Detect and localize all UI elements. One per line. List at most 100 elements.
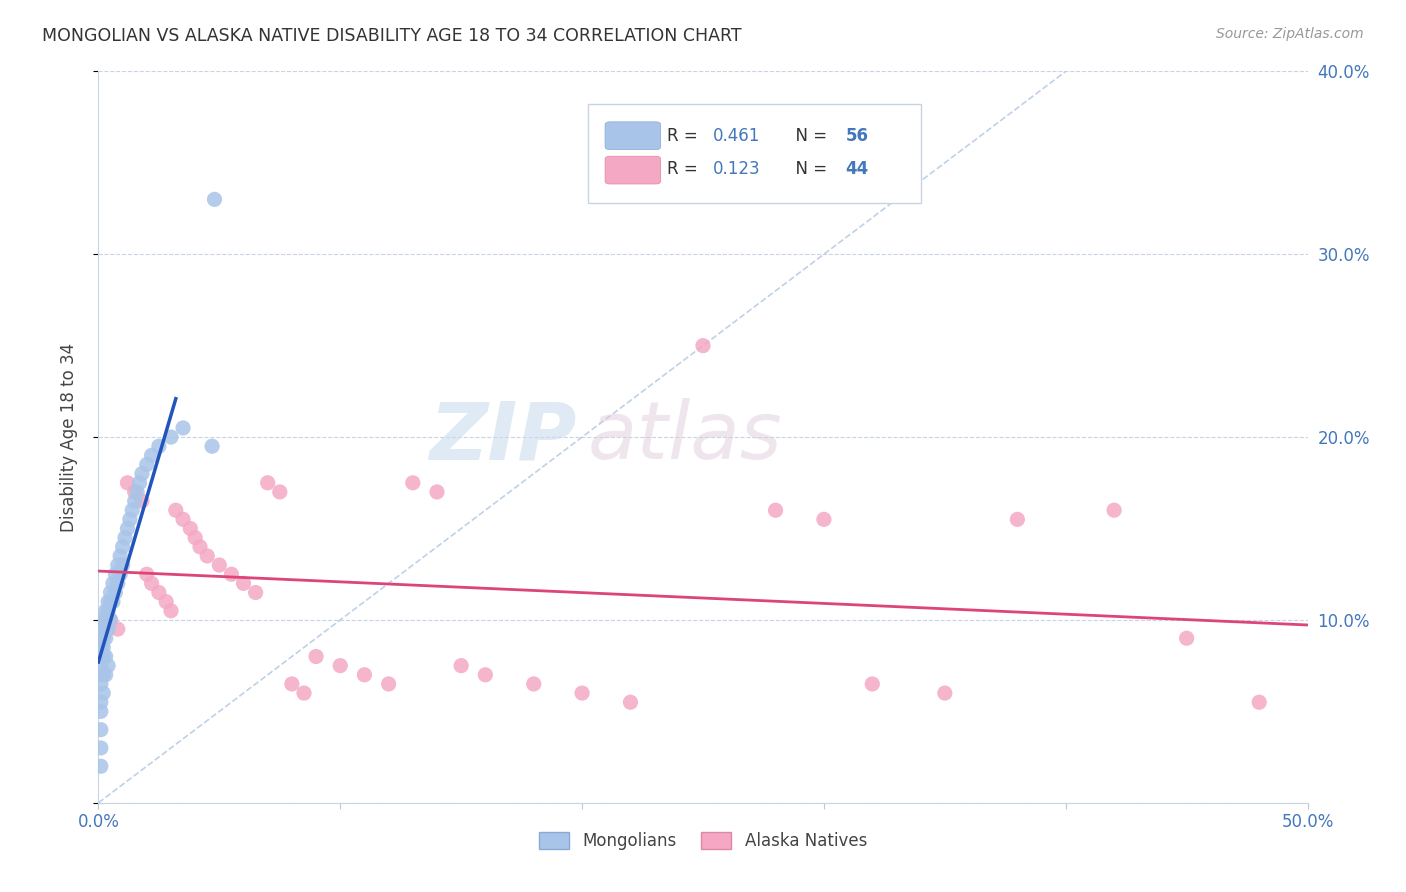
Point xyxy=(1175,632,1198,646)
Point xyxy=(94,667,117,681)
Point xyxy=(117,521,139,535)
Point xyxy=(141,576,163,591)
Text: N =: N = xyxy=(785,127,832,145)
Point xyxy=(195,549,218,563)
Point xyxy=(90,677,112,691)
Text: Source: ZipAtlas.com: Source: ZipAtlas.com xyxy=(1216,27,1364,41)
Point xyxy=(124,485,146,500)
Point xyxy=(474,667,496,681)
Point xyxy=(571,686,593,700)
Point xyxy=(104,567,127,582)
Point xyxy=(101,576,124,591)
Point xyxy=(90,632,112,646)
Point xyxy=(160,430,183,444)
Point xyxy=(90,705,112,719)
Point xyxy=(101,594,124,608)
Text: MONGOLIAN VS ALASKA NATIVE DISABILITY AGE 18 TO 34 CORRELATION CHART: MONGOLIAN VS ALASKA NATIVE DISABILITY AG… xyxy=(42,27,742,45)
Point xyxy=(127,485,149,500)
Point xyxy=(97,658,120,673)
Point xyxy=(148,439,170,453)
Point xyxy=(90,640,112,655)
Text: N =: N = xyxy=(785,161,832,178)
Text: 44: 44 xyxy=(845,161,869,178)
Point xyxy=(91,686,114,700)
Text: 0.461: 0.461 xyxy=(713,127,761,145)
Point xyxy=(100,594,122,608)
Point xyxy=(402,475,425,490)
Point xyxy=(118,512,141,526)
Point xyxy=(104,585,127,599)
Point xyxy=(172,512,194,526)
Text: atlas: atlas xyxy=(588,398,783,476)
Point xyxy=(221,567,243,582)
Point xyxy=(292,686,315,700)
Point xyxy=(141,448,163,462)
Point xyxy=(179,521,201,535)
Point xyxy=(90,740,112,755)
Point xyxy=(208,558,231,573)
Point xyxy=(94,613,117,627)
Point xyxy=(117,475,139,490)
Point xyxy=(91,640,114,655)
Point xyxy=(100,613,122,627)
Point xyxy=(860,677,883,691)
Point xyxy=(426,485,449,500)
Point xyxy=(114,531,136,545)
Point xyxy=(94,604,117,618)
Point xyxy=(245,585,267,599)
Point xyxy=(281,677,304,691)
Point xyxy=(97,594,120,608)
Point xyxy=(91,649,114,664)
Point xyxy=(124,494,146,508)
Point xyxy=(131,494,153,508)
Point xyxy=(184,531,207,545)
Point xyxy=(94,632,117,646)
Point xyxy=(204,192,226,206)
Point xyxy=(97,622,120,636)
Point xyxy=(201,439,224,453)
Point xyxy=(619,695,641,709)
Point xyxy=(90,658,112,673)
Point xyxy=(90,759,112,773)
Text: R =: R = xyxy=(666,127,703,145)
Point xyxy=(90,723,112,737)
Text: R =: R = xyxy=(666,161,703,178)
Point xyxy=(107,622,129,636)
Point xyxy=(107,576,129,591)
Point xyxy=(1102,503,1125,517)
Point xyxy=(256,475,278,490)
Point xyxy=(1249,695,1271,709)
Point xyxy=(100,585,122,599)
Point xyxy=(107,558,129,573)
Point xyxy=(934,686,956,700)
Point xyxy=(91,622,114,636)
Point xyxy=(108,567,131,582)
Point xyxy=(450,658,472,673)
Text: 0.123: 0.123 xyxy=(713,161,761,178)
Point xyxy=(91,667,114,681)
Point xyxy=(305,649,328,664)
Point xyxy=(108,549,131,563)
Y-axis label: Disability Age 18 to 34: Disability Age 18 to 34 xyxy=(59,343,77,532)
FancyBboxPatch shape xyxy=(605,156,661,184)
Point xyxy=(111,558,134,573)
Point xyxy=(269,485,291,500)
Text: 56: 56 xyxy=(845,127,869,145)
Point xyxy=(1007,512,1029,526)
Point xyxy=(128,475,150,490)
FancyBboxPatch shape xyxy=(605,122,661,150)
Point xyxy=(523,677,546,691)
Point xyxy=(100,613,122,627)
Point xyxy=(692,338,714,352)
Point xyxy=(94,649,117,664)
Point xyxy=(135,458,157,472)
Point xyxy=(172,421,194,435)
Point xyxy=(135,567,157,582)
Point xyxy=(90,622,112,636)
Point xyxy=(155,594,177,608)
Point xyxy=(90,667,112,681)
Point xyxy=(91,613,114,627)
Point xyxy=(131,467,153,481)
Point xyxy=(813,512,835,526)
Point xyxy=(165,503,187,517)
